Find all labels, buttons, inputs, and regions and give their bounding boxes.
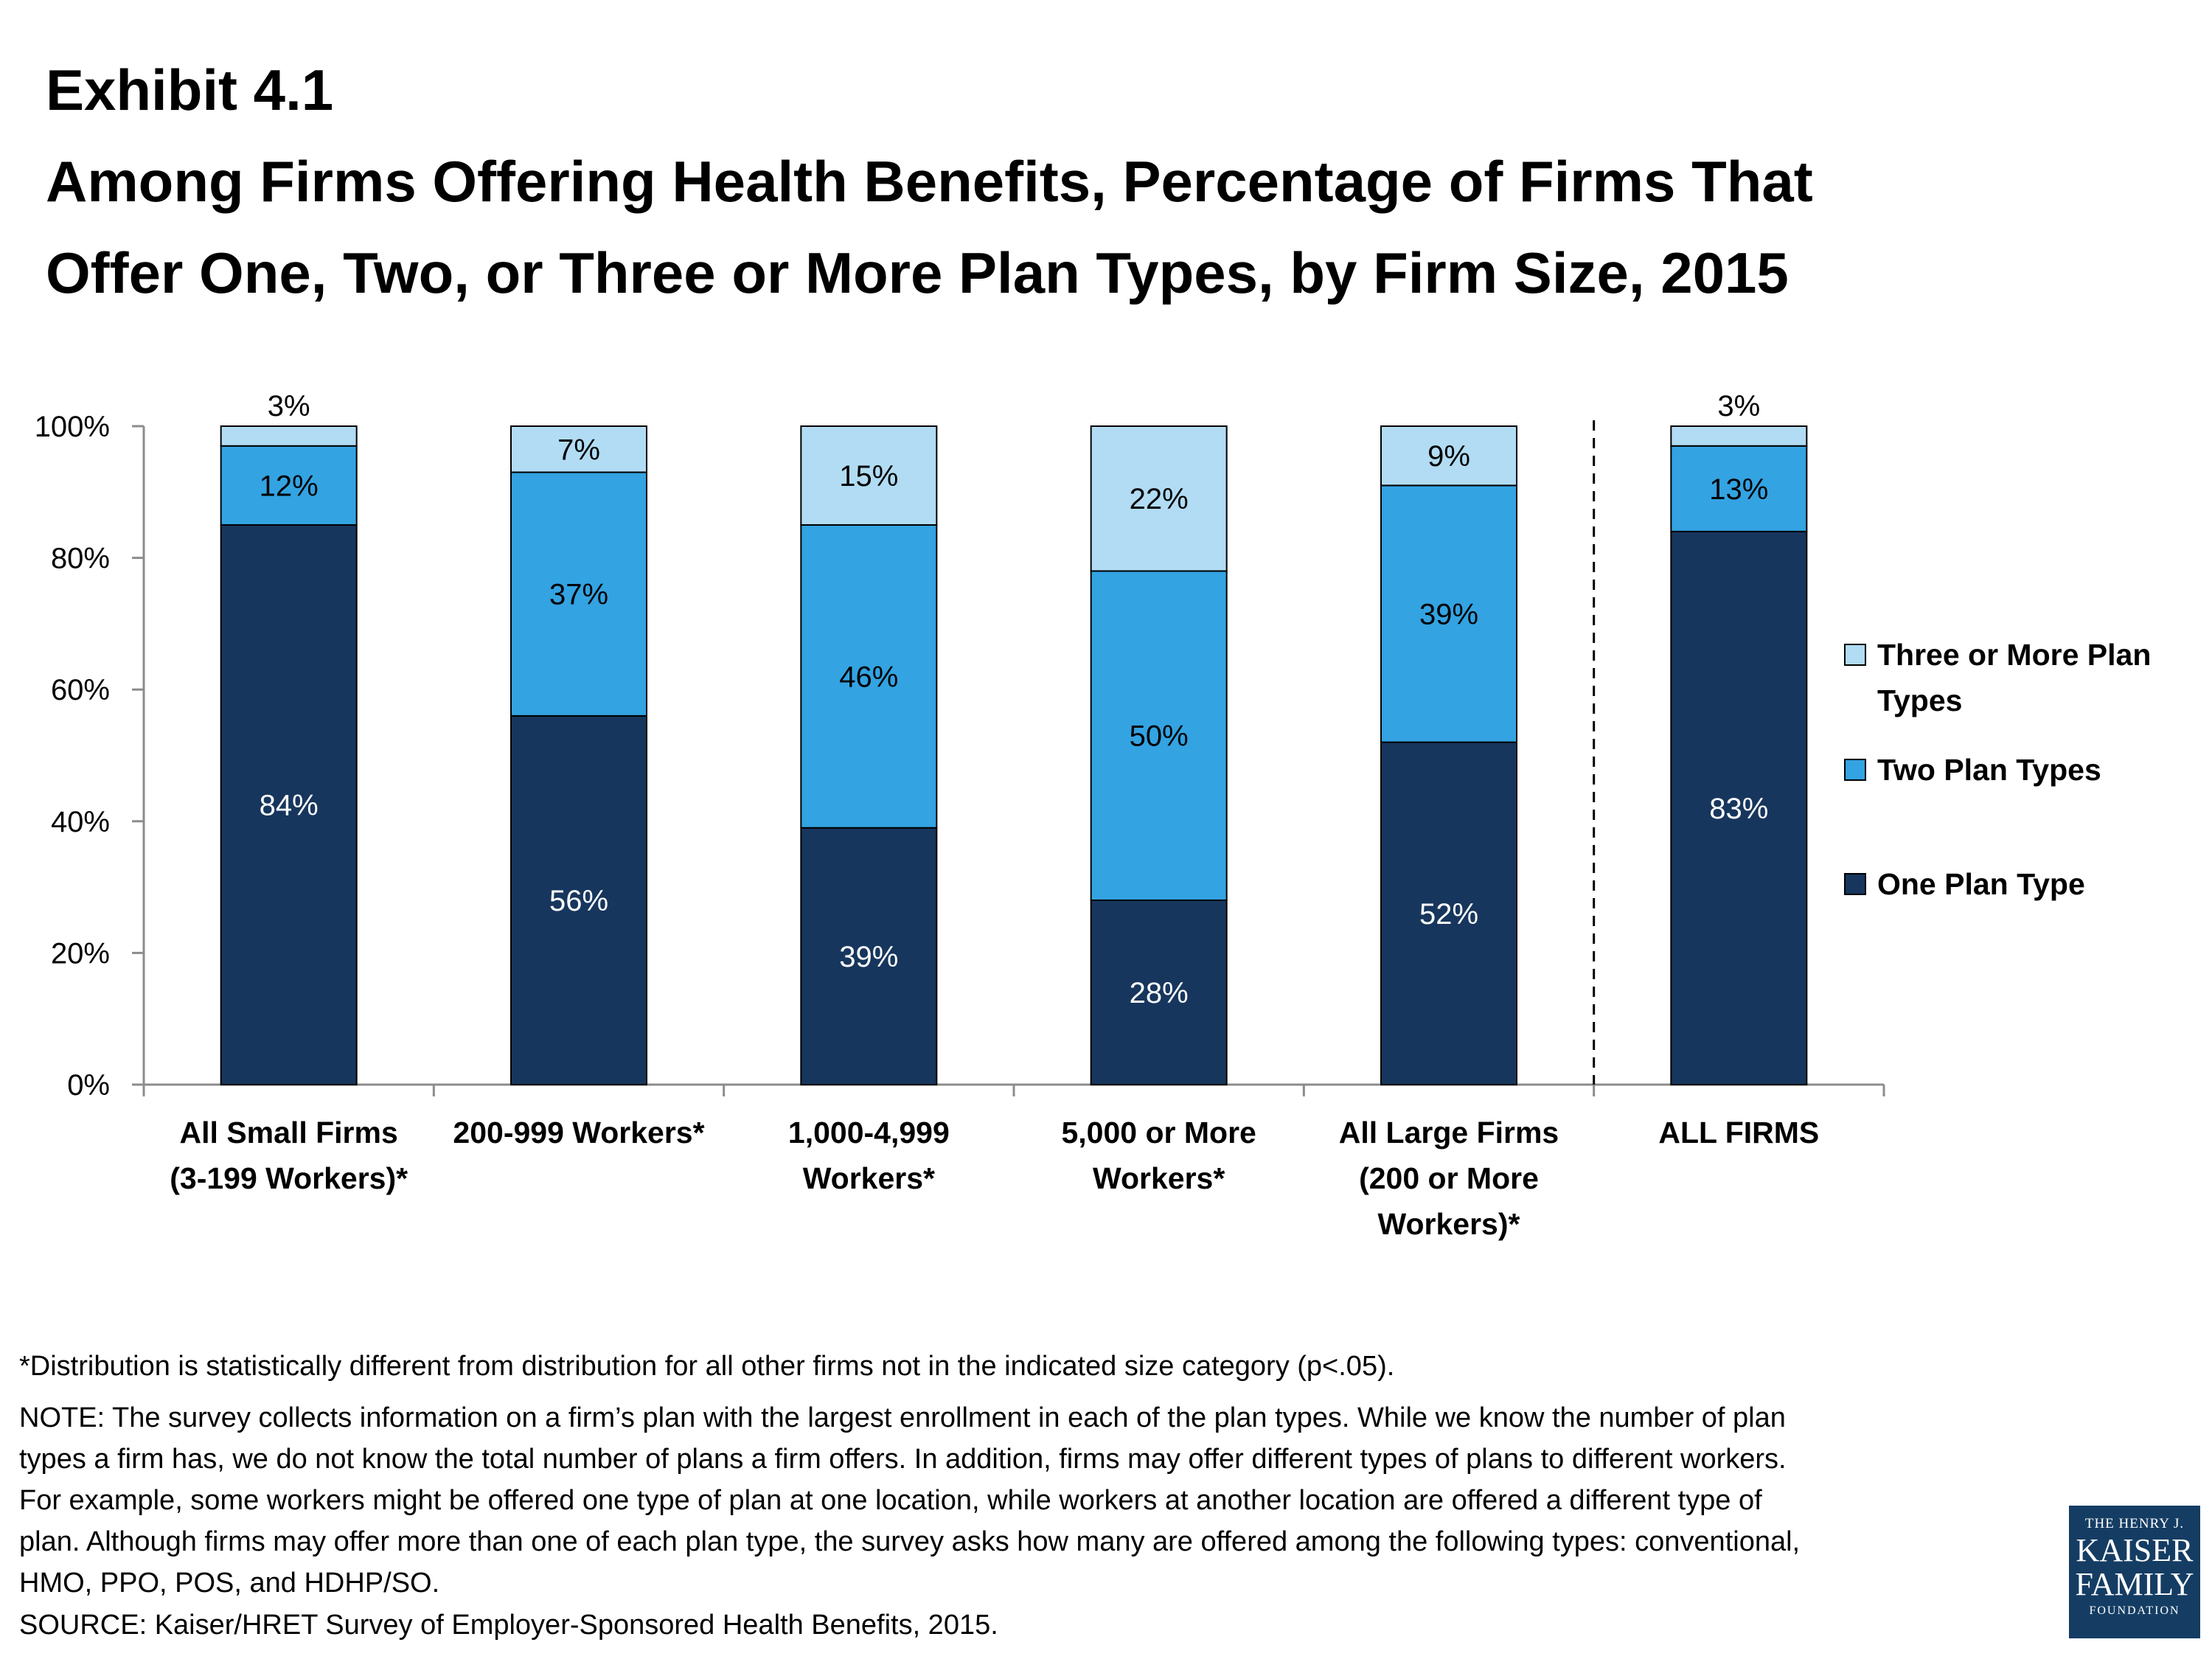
data-label: 56% [549,885,608,917]
bar-segment [1090,570,1228,901]
data-label: 39% [1419,599,1478,631]
stacked-bar-chart: 0% 20% 40% 60% 80% 100% 84% 12% 3% All Small Firm… [35,390,2152,1241]
note-line: NOTE: The survey collects information on… [19,1402,1786,1433]
bar-segment [1670,530,1808,1085]
y-tick-label: 100% [35,411,110,443]
exhibit-label: Exhibit 4.1 [46,58,334,122]
data-label: 37% [549,579,608,611]
asterisk-footnote: *Distribution is statistically different… [19,1351,1395,1382]
bar-segment [1090,425,1228,572]
bar-segment [510,425,647,473]
bar-segment [800,827,938,1085]
logo-line: FOUNDATION [2089,1604,2180,1617]
category-label: Workers* [1093,1161,1225,1195]
data-label: 3% [268,390,310,422]
data-label: 12% [260,470,319,502]
legend-swatch [1844,873,1866,895]
bar-segment [1380,425,1517,487]
y-tick-label: 80% [51,543,110,575]
category-label: 200-999 Workers* [453,1116,704,1150]
data-label: 9% [1427,440,1470,473]
logo-line: THE HENRY J. [2084,1516,2185,1531]
y-tick-label: 40% [51,806,110,838]
data-label: 50% [1130,720,1189,753]
legend-swatch [1844,759,1866,781]
title-block: Exhibit 4.1 Among Firms Offering Health … [46,44,2154,319]
kff-logo: THE HENRY J. KAISER FAMILY FOUNDATION [2069,1506,2200,1638]
data-label: 52% [1419,898,1478,931]
note-line: plan. Although firms may offer more than… [19,1526,1801,1557]
chart-title-line-2: Offer One, Two, or Three or More Plan Ty… [46,240,1789,305]
legend-label: Two Plan Types [1877,753,2101,787]
bar-segment [220,425,358,447]
note-line: HMO, PPO, POS, and HDHP/SO. [19,1568,440,1599]
legend-label: One Plan Type [1877,867,2085,901]
y-tick-label: 20% [51,937,110,970]
category-label: All Large Firms [1339,1116,1559,1150]
bar-segment [1670,425,1808,447]
bar-segment [1380,741,1517,1085]
logo-line: KAISER [2076,1532,2194,1568]
bar-segment [510,714,647,1085]
bar-segment [220,524,358,1085]
category-label: (3-199 Workers)* [170,1161,408,1195]
chart-title-line-1: Among Firms Offering Health Benefits, Pe… [46,149,1813,214]
bar-segment [1090,899,1228,1085]
data-label: 39% [839,941,898,973]
y-tick-label: 0% [67,1069,110,1102]
category-label: (200 or More [1359,1161,1539,1195]
bar-segment [1380,484,1517,743]
data-label: 15% [839,460,898,493]
bar-segment [510,471,647,717]
data-label: 83% [1709,793,1768,825]
data-label: 3% [1717,390,1760,422]
data-label: 22% [1130,483,1189,515]
data-label: 46% [839,661,898,693]
note-line: types a firm has, we do not know the tot… [19,1444,1787,1475]
logo-line: FAMILY [2075,1566,2194,1602]
legend-label: Three or More Plan [1877,638,2151,672]
legend-label: Types [1877,684,1962,717]
data-label: 13% [1709,473,1768,506]
data-label: 28% [1130,977,1189,1009]
bar-segment [220,445,358,526]
bar-segment [800,524,938,829]
source-line: SOURCE: Kaiser/HRET Survey of Employer-S… [19,1610,998,1641]
category-label: ALL FIRMS [1658,1116,1819,1150]
category-label: All Small Firms [180,1116,398,1150]
category-label: Workers)* [1378,1207,1520,1241]
legend-swatch [1844,644,1866,666]
bar-segment [800,425,938,526]
note-line: For example, some workers might be offer… [19,1485,1762,1516]
category-label: 5,000 or More [1061,1116,1256,1150]
category-label: 1,000-4,999 [788,1116,950,1150]
data-label: 7% [557,434,600,466]
note-block: NOTE: The survey collects information on… [19,1397,2039,1604]
category-label: Workers* [803,1161,935,1195]
y-tick-label: 60% [51,674,110,706]
data-label: 84% [260,789,319,821]
